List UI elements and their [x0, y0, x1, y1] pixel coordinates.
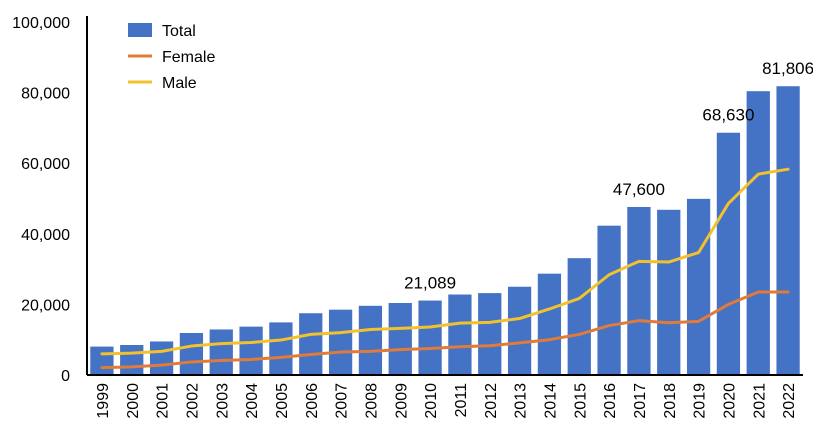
bar-total-2005 [269, 322, 293, 375]
x-tick-label: 2002 [184, 383, 201, 419]
x-tick-label: 2022 [781, 383, 798, 419]
x-tick-label: 2006 [304, 383, 321, 419]
bar-total-2014 [537, 273, 562, 375]
y-tick-labels: 0 20,000 40,000 60,000 80,000 100,000 [12, 15, 70, 385]
x-tick-label: 2000 [125, 383, 142, 419]
x-tick-label: 2019 [692, 383, 709, 419]
x-tick-label: 2018 [662, 383, 679, 419]
bar-total-2022 [776, 86, 800, 375]
bar-total-2000 [120, 345, 144, 375]
x-tick-labels: 1999 2000 2001 2002 2003 2004 2005 2006 2007 2008… [95, 383, 798, 419]
bar-total-2003 [209, 329, 233, 375]
x-tick-label: 2016 [602, 383, 619, 419]
line-male [100, 167, 790, 356]
bars-group [90, 86, 800, 375]
bar-total-2004 [239, 326, 263, 375]
bar-total-2015 [567, 258, 591, 375]
x-tick-label: 2012 [483, 383, 500, 419]
bar-total-2020 [716, 132, 741, 375]
x-tick-label: 2009 [393, 383, 410, 419]
data-label-2022: 81,806 [762, 59, 813, 78]
y-tick-label: 20,000 [21, 297, 70, 314]
data-label-2010: 21,089 [404, 274, 456, 293]
x-tick-label: 1999 [95, 383, 112, 419]
data-label-2017: 47,600 [613, 180, 665, 199]
x-tick-label: 2004 [244, 383, 261, 419]
x-tick-label: 2015 [572, 383, 589, 419]
x-tick-label: 2021 [751, 383, 768, 419]
x-tick-label: 2014 [542, 383, 559, 419]
x-tick-label: 2007 [334, 383, 351, 419]
bar-total-2008 [358, 305, 383, 375]
x-tick-label: 2017 [632, 383, 649, 419]
x-tick-label: 2005 [274, 383, 291, 419]
bar-total-2001 [149, 341, 174, 375]
legend: Total Female Male [128, 23, 215, 92]
bar-total-2006 [299, 313, 323, 375]
x-tick-label: 2010 [423, 383, 440, 419]
x-tick-label: 2013 [513, 383, 530, 419]
legend-swatch-total [128, 23, 152, 37]
bar-total-2011 [448, 294, 472, 375]
bar-total-2012 [478, 293, 502, 375]
bar-total-2010 [418, 300, 442, 375]
bar-total-1999 [90, 346, 114, 375]
data-label-2020: 68,630 [702, 106, 754, 125]
data-labels: 21,089 47,600 68,630 81,806 [404, 59, 813, 292]
y-tick-label: 80,000 [21, 86, 70, 103]
legend-label-female: Female [162, 49, 215, 66]
bar-total-2002 [179, 332, 204, 375]
axes-group [86, 16, 803, 376]
bar-total-2016 [597, 225, 621, 375]
legend-label-male: Male [162, 75, 197, 92]
legend-label-total: Total [162, 23, 196, 40]
lines-group [100, 167, 790, 370]
x-tick-label: 2008 [363, 383, 380, 419]
x-tick-label: 2011 [453, 383, 470, 418]
x-tick-label: 2003 [214, 383, 231, 419]
y-tick-label: 100,000 [12, 15, 70, 32]
x-tick-label: 2020 [721, 383, 738, 419]
y-tick-label: 40,000 [21, 227, 70, 244]
y-tick-label: 0 [61, 368, 70, 385]
bar-total-2013 [507, 286, 532, 375]
bar-total-2017 [627, 206, 651, 375]
line-female [100, 290, 790, 370]
bar-total-2019 [686, 198, 711, 375]
bar-total-2021 [746, 91, 770, 375]
bar-total-2018 [657, 209, 681, 375]
x-tick-label: 2001 [155, 383, 172, 419]
bar-total-2007 [328, 309, 353, 375]
y-tick-label: 60,000 [21, 156, 70, 173]
bar-total-2009 [388, 302, 412, 375]
